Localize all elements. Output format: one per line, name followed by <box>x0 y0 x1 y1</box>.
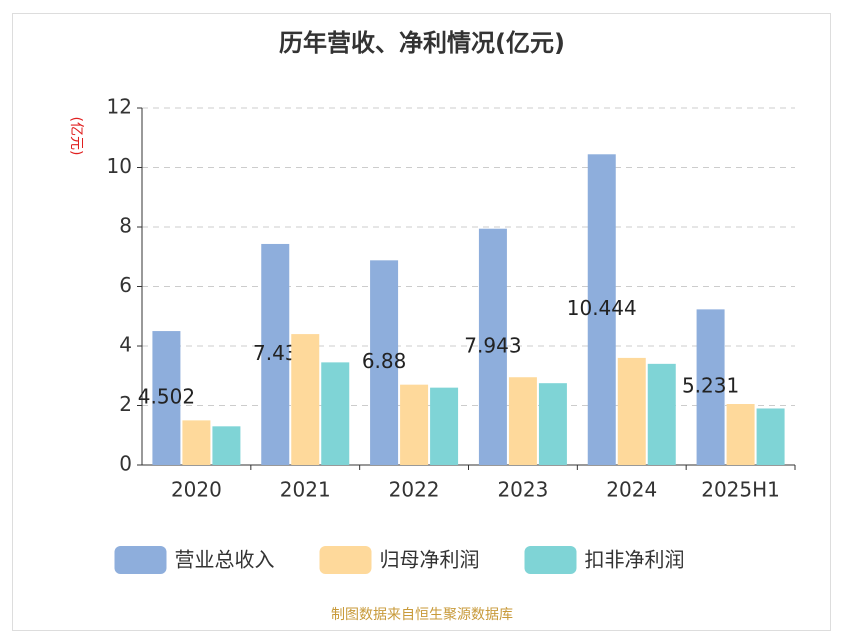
legend-label: 归母净利润 <box>380 548 480 572</box>
bar <box>756 408 785 465</box>
x-tick-label: 2022 <box>389 478 440 502</box>
legend-label: 营业总收入 <box>175 548 275 572</box>
bar <box>508 377 537 465</box>
y-tick-label: 4 <box>119 333 132 357</box>
bar <box>430 387 459 465</box>
bar <box>152 331 181 465</box>
bar <box>370 260 399 465</box>
data-label: 6.88 <box>362 349 407 373</box>
bar <box>321 362 350 465</box>
bar <box>587 154 616 465</box>
data-label: 4.502 <box>138 385 195 409</box>
frame <box>12 13 831 631</box>
x-tick-label: 2021 <box>280 478 331 502</box>
x-tick-label: 2024 <box>606 478 657 502</box>
data-label: 5.231 <box>682 374 739 398</box>
y-tick-label: 0 <box>119 452 132 476</box>
chart-title: 历年营收、净利情况(亿元) <box>279 29 565 57</box>
data-label: 7.43 <box>253 341 298 365</box>
bar <box>212 426 241 465</box>
y-tick-label: 2 <box>119 392 132 416</box>
y-tick-label: 8 <box>119 214 132 238</box>
y-tick-label: 12 <box>107 95 132 119</box>
footer: 制图数据来自恒生聚源数据库 <box>331 607 513 623</box>
x-tick-label: 2020 <box>171 478 222 502</box>
legend-swatch <box>319 546 372 574</box>
bar <box>726 404 755 465</box>
bar <box>696 309 725 465</box>
bar <box>617 357 646 465</box>
bar <box>261 243 290 465</box>
bar <box>291 334 320 465</box>
legend-swatch <box>524 546 577 574</box>
legend-label: 扣非净利润 <box>585 548 685 572</box>
bar <box>538 383 567 465</box>
x-tick-label: 2023 <box>497 478 548 502</box>
y-axis-label: (亿元) <box>68 117 84 156</box>
bar <box>182 420 211 465</box>
data-label: 7.943 <box>464 333 521 357</box>
data-label: 10.444 <box>567 296 637 320</box>
bar <box>400 384 429 465</box>
y-tick-label: 10 <box>107 154 132 178</box>
x-tick-label: 2025H1 <box>701 478 780 502</box>
y-tick-label: 6 <box>119 273 132 297</box>
legend-swatch <box>114 546 167 574</box>
bar <box>478 228 507 465</box>
bar <box>647 363 676 465</box>
